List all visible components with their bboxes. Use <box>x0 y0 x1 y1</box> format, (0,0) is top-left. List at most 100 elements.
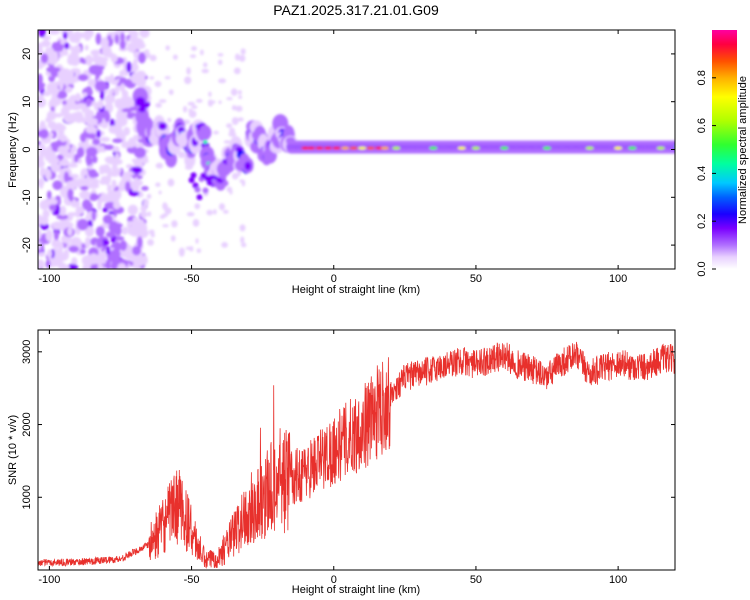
spectral-blob <box>85 125 97 134</box>
spectral-blob <box>102 109 110 117</box>
spectral-blob <box>94 80 107 92</box>
spectral-blob <box>42 35 51 41</box>
snr-xlabel: Height of straight line (km) <box>292 584 420 596</box>
spectral-blob <box>96 256 107 265</box>
spectral-blob <box>106 184 112 193</box>
colorbar-label: Normalized spectral amplitude <box>737 76 749 224</box>
spectral-blob <box>91 155 98 164</box>
spectral-blob <box>50 161 60 173</box>
spectral-blob <box>78 57 85 64</box>
spectrogram-ytick-label: -10 <box>21 189 33 205</box>
spectral-blob <box>104 76 113 83</box>
spectral-blob <box>628 146 637 150</box>
spectral-blob <box>111 179 117 189</box>
spectral-blob <box>349 146 358 150</box>
spectral-blob <box>141 186 149 191</box>
spectral-blob <box>91 49 100 57</box>
spectrogram-xtick-label: 0 <box>331 273 337 285</box>
spectral-blob <box>71 144 77 153</box>
spectral-blob <box>240 48 246 55</box>
spectral-blob <box>164 76 171 80</box>
spectral-blob <box>96 129 101 139</box>
spectral-blob <box>106 158 118 165</box>
spectral-blob <box>135 42 146 49</box>
spectral-blob <box>132 245 141 256</box>
spectral-blob <box>239 54 246 62</box>
spectral-blob <box>88 182 100 189</box>
spectral-blob <box>88 168 97 178</box>
spectral-blob <box>54 67 61 72</box>
spectral-blob <box>188 177 195 184</box>
spectral-blob <box>110 53 118 63</box>
spectral-blob <box>75 103 87 109</box>
spectral-blob <box>39 128 49 139</box>
spectral-blob <box>72 198 77 208</box>
spectral-blob <box>66 70 72 79</box>
spectral-blob <box>102 214 113 224</box>
spectral-blob <box>95 32 102 45</box>
spectral-blob <box>146 193 152 199</box>
spectral-blob <box>134 265 141 269</box>
spectral-blob <box>238 95 243 100</box>
spectral-blob <box>138 52 146 64</box>
spectral-blob <box>210 100 216 104</box>
spectral-blob <box>132 134 140 142</box>
spectral-blob <box>86 117 98 127</box>
spectral-blob <box>149 76 155 80</box>
spectral-blob <box>140 30 146 38</box>
spectral-blob <box>341 146 350 150</box>
spectral-blob <box>80 169 86 180</box>
spectral-blob <box>75 210 81 218</box>
spectral-blob <box>184 76 192 85</box>
spectral-blob <box>38 83 45 92</box>
spectral-blob <box>114 34 120 44</box>
spectral-blob <box>42 91 51 97</box>
spectral-blob <box>64 176 74 182</box>
spectral-blob <box>226 123 233 129</box>
spectral-blob <box>57 242 64 250</box>
snr-panel: -100 -50 0 50 100 1000 2000 3000 Height of str… <box>7 329 676 596</box>
spectral-blob <box>238 90 242 95</box>
spectral-blob <box>307 146 315 150</box>
spectral-blob <box>158 190 162 195</box>
spectral-blob <box>108 221 119 233</box>
spectral-blob <box>188 110 197 118</box>
spectral-blob <box>38 148 48 158</box>
spectral-blob <box>198 125 212 140</box>
spectral-blob <box>186 212 195 217</box>
spectral-blob <box>131 158 140 163</box>
spectral-blob <box>192 218 200 227</box>
spectral-blob <box>88 193 99 202</box>
spectral-blob <box>113 201 121 210</box>
spectral-blob <box>80 185 89 191</box>
spectral-blob <box>100 89 105 101</box>
spectral-blob <box>58 79 64 91</box>
spectral-blob <box>113 128 124 136</box>
spectral-blob <box>199 49 204 56</box>
spectral-blob <box>97 99 104 109</box>
spectral-blob <box>111 163 118 172</box>
spectral-blob <box>72 34 81 44</box>
spectral-blob <box>114 85 120 96</box>
spectral-blob <box>50 124 62 132</box>
spectral-blob <box>138 192 144 198</box>
spectral-blob <box>471 146 480 150</box>
spectral-blob <box>117 263 127 269</box>
spectral-blob <box>38 241 42 250</box>
spectral-blob <box>162 224 169 228</box>
spectral-blob <box>47 132 54 138</box>
spectral-blob <box>194 186 201 193</box>
spectral-blob <box>67 212 79 217</box>
spectral-blob <box>111 79 119 85</box>
spectral-blob <box>195 238 199 244</box>
spectral-blob <box>103 144 115 150</box>
spectral-blob <box>144 49 150 53</box>
spectral-blob <box>84 30 94 39</box>
spectral-blob <box>55 195 61 201</box>
spectral-blob <box>218 100 222 105</box>
spectral-blob <box>41 40 51 48</box>
spectral-blob <box>201 68 209 74</box>
spectral-blob <box>189 245 194 252</box>
spectral-blob <box>79 248 86 255</box>
spectral-blob <box>177 151 186 159</box>
